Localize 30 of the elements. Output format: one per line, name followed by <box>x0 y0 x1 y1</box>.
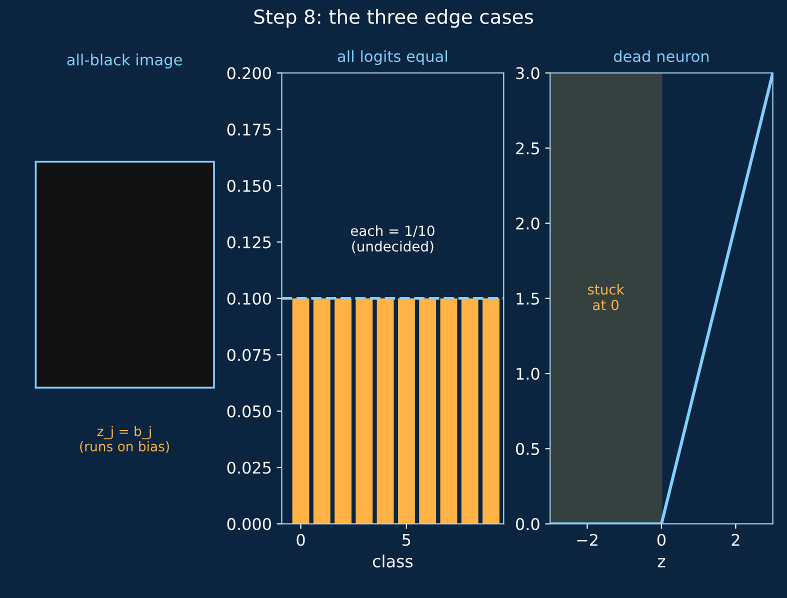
x-tick-label: 5 <box>402 534 410 546</box>
x-tick-label: 0 <box>657 534 666 546</box>
x-tick-label: 0 <box>296 534 305 546</box>
text: z_j = b_j (runs on bias) <box>80 426 169 453</box>
y-tick-label: 2.0 <box>516 217 540 230</box>
y-tick-label: 0.100 <box>227 292 271 305</box>
x-tick-label: −2 <box>577 534 598 546</box>
y-tick-label: 0.200 <box>227 67 271 80</box>
y-tick-label: 0.000 <box>227 518 271 530</box>
y-tick-label: 1.0 <box>516 368 540 380</box>
x-axis-title: z <box>658 558 666 568</box>
y-tick-label: 0.075 <box>227 348 271 362</box>
chart-subtitle: all logits equal <box>338 50 447 66</box>
y-tick-label: 0.050 <box>227 405 271 418</box>
band-label: stuck at 0 <box>588 284 624 310</box>
y-tick-label: 0.025 <box>227 462 271 474</box>
y-tick-label: 1.5 <box>516 292 539 305</box>
text: Step 8: the three edge cases <box>254 8 533 28</box>
x-axis-title: class <box>372 554 413 568</box>
y-tick-label: 0.0 <box>516 518 540 530</box>
y-tick-label: 3.0 <box>516 67 540 80</box>
y-tick-label: 0.5 <box>516 442 539 455</box>
text: all-black image <box>67 54 182 68</box>
y-tick-label: 0.125 <box>227 236 271 248</box>
x-tick-label: 2 <box>732 534 740 546</box>
annotation: each = 1/10 (undecided) <box>350 225 434 254</box>
y-tick-label: 0.150 <box>227 180 271 192</box>
chart-subtitle: dead neuron <box>614 50 709 62</box>
y-tick-label: 2.5 <box>516 142 539 154</box>
y-tick-label: 0.175 <box>227 124 271 136</box>
